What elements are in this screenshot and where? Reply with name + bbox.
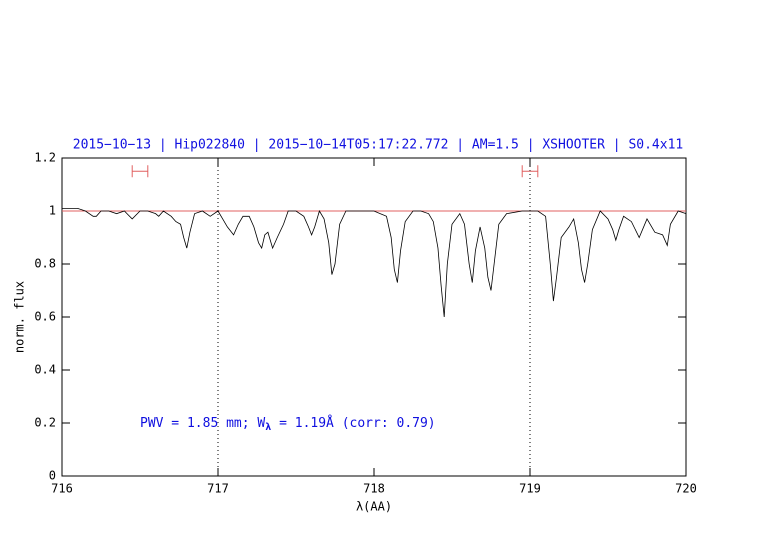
spectrum-line <box>62 207 687 318</box>
range-marker <box>521 165 539 178</box>
annotation-text: = 1.19Å (corr: 0.79) <box>271 415 435 431</box>
annotation: PWV = 1.85 mm; Wλ = 1.19Å (corr: 0.79) <box>140 415 436 434</box>
chart-title: 2015−10−13 | Hip022840 | 2015−10−14T05:1… <box>73 138 683 153</box>
x-tick-label: 719 <box>519 482 541 496</box>
y-tick-label: 0.6 <box>34 310 56 324</box>
y-tick-label: 0.8 <box>34 257 56 271</box>
y-tick-label: 1.2 <box>34 151 56 165</box>
range-marker <box>131 165 149 178</box>
y-tick-label: 1 <box>49 204 56 218</box>
x-tick-label: 718 <box>363 482 385 496</box>
y-tick-label: 0.2 <box>34 416 56 430</box>
y-tick-label: 0 <box>49 469 56 483</box>
x-tick-label: 716 <box>51 482 73 496</box>
y-axis-label: norm. flux <box>13 281 27 353</box>
x-tick-label: 720 <box>675 482 697 496</box>
annotation-subscript: λ <box>265 422 271 433</box>
y-tick-label: 0.4 <box>34 363 56 377</box>
x-tick-label: 717 <box>207 482 229 496</box>
annotation-text: PWV = 1.85 mm; W <box>140 416 265 431</box>
x-axis-label: λ(AA) <box>356 500 392 514</box>
